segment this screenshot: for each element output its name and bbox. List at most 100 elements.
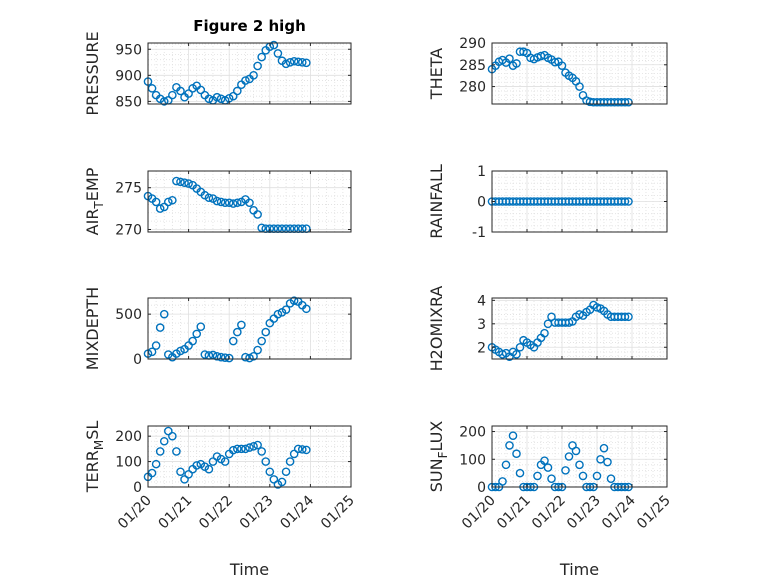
y-axis-label: TERRMSL — [83, 421, 106, 494]
x-tick-label: 01/21 — [156, 493, 196, 533]
data-point — [273, 49, 283, 58]
data-point — [151, 341, 161, 350]
data-point — [512, 449, 521, 459]
data-point — [281, 305, 291, 314]
data-point — [498, 477, 507, 486]
x-axis-label: Time — [559, 560, 599, 579]
data-point — [302, 445, 311, 455]
y-tick-label: 0 — [133, 352, 142, 368]
data-point — [228, 336, 238, 346]
data-point — [216, 94, 226, 104]
data-point — [592, 471, 602, 481]
subplot-theta: 280 285 290 THETA — [427, 36, 668, 107]
data-point — [281, 59, 291, 69]
data-point — [512, 59, 521, 68]
data-point — [212, 352, 222, 361]
subplot-terr-msl: 0 100 200 01/20 01/21 01/22 01/23 01/24 01/25 TER… — [83, 421, 358, 579]
x-axis-label: Time — [229, 560, 269, 579]
data-point — [575, 460, 584, 470]
x-tick-label: 01/24 — [277, 492, 317, 532]
data-point — [212, 92, 222, 102]
data-point — [245, 443, 254, 452]
data-point — [624, 197, 633, 206]
data-point — [253, 210, 262, 219]
data-point — [237, 444, 246, 454]
data-point — [533, 471, 542, 481]
y-axis-label: MIXDEPTH — [83, 287, 102, 370]
data-point — [508, 431, 518, 441]
data-point — [603, 457, 612, 467]
data-point — [253, 345, 262, 355]
data-point — [196, 85, 206, 95]
data-point — [540, 328, 549, 338]
data-point — [216, 352, 226, 362]
y-axis-label: H2OMIXRA — [427, 286, 446, 372]
data-point — [543, 463, 553, 472]
data-point — [151, 197, 161, 207]
data-point — [596, 454, 605, 464]
data-point — [620, 97, 630, 107]
data-point — [155, 447, 165, 456]
data-point — [233, 86, 242, 96]
subplot-h2omixra: 2 3 4 H2OMIXRA — [427, 286, 668, 372]
data-point — [540, 456, 549, 465]
plot-area — [148, 43, 351, 104]
data-point — [224, 353, 234, 363]
data-point — [159, 436, 169, 446]
plot-area — [148, 171, 351, 232]
data-point — [297, 57, 307, 67]
data-point — [257, 336, 266, 346]
data-point — [196, 322, 206, 332]
data-point — [575, 82, 584, 91]
y-tick-label: 100 — [459, 452, 486, 468]
data-point — [624, 312, 633, 322]
data-point — [599, 443, 609, 453]
data-point — [606, 474, 616, 483]
data-point — [302, 58, 311, 68]
data-point — [168, 195, 177, 205]
data-point — [192, 461, 202, 470]
data-point — [228, 445, 238, 455]
y-tick-label: 0 — [477, 195, 486, 211]
data-point — [180, 178, 189, 187]
data-point — [233, 444, 242, 454]
data-point — [547, 474, 556, 483]
x-tick-label: 01/24 — [599, 492, 639, 532]
data-point — [257, 52, 266, 62]
x-tick-label: 01/25 — [634, 493, 674, 533]
data-point — [176, 346, 185, 356]
data-point — [159, 309, 169, 319]
y-tick-label: 100 — [115, 455, 142, 471]
data-point — [249, 442, 258, 451]
y-axis-label: AIRTEMP — [83, 167, 106, 235]
y-tick-label: 270 — [115, 222, 142, 238]
data-point — [212, 196, 222, 206]
data-point — [180, 475, 189, 484]
data-point — [184, 89, 193, 98]
subplot-mixdepth: 0 500 MIXDEPTH — [83, 287, 352, 370]
data-point — [168, 431, 177, 441]
data-point — [281, 467, 291, 477]
data-point — [297, 445, 307, 454]
data-point — [578, 471, 588, 481]
data-point — [505, 54, 514, 63]
data-point — [557, 61, 567, 70]
data-point — [155, 204, 165, 213]
data-point — [204, 464, 214, 474]
data-point — [204, 94, 214, 104]
data-point — [253, 440, 262, 450]
data-point — [192, 329, 202, 339]
data-point — [289, 56, 299, 66]
data-point — [564, 452, 574, 461]
data-point — [220, 457, 230, 466]
data-point — [241, 352, 250, 362]
y-tick-label: 0 — [477, 480, 486, 496]
data-point — [245, 198, 254, 208]
data-point — [620, 312, 630, 322]
x-tick-label: 01/25 — [318, 493, 358, 533]
data-point — [515, 342, 525, 352]
data-point — [208, 457, 218, 466]
x-tick-label: 01/20 — [459, 493, 499, 533]
data-point — [289, 296, 299, 305]
y-tick-label: 290 — [459, 36, 486, 52]
